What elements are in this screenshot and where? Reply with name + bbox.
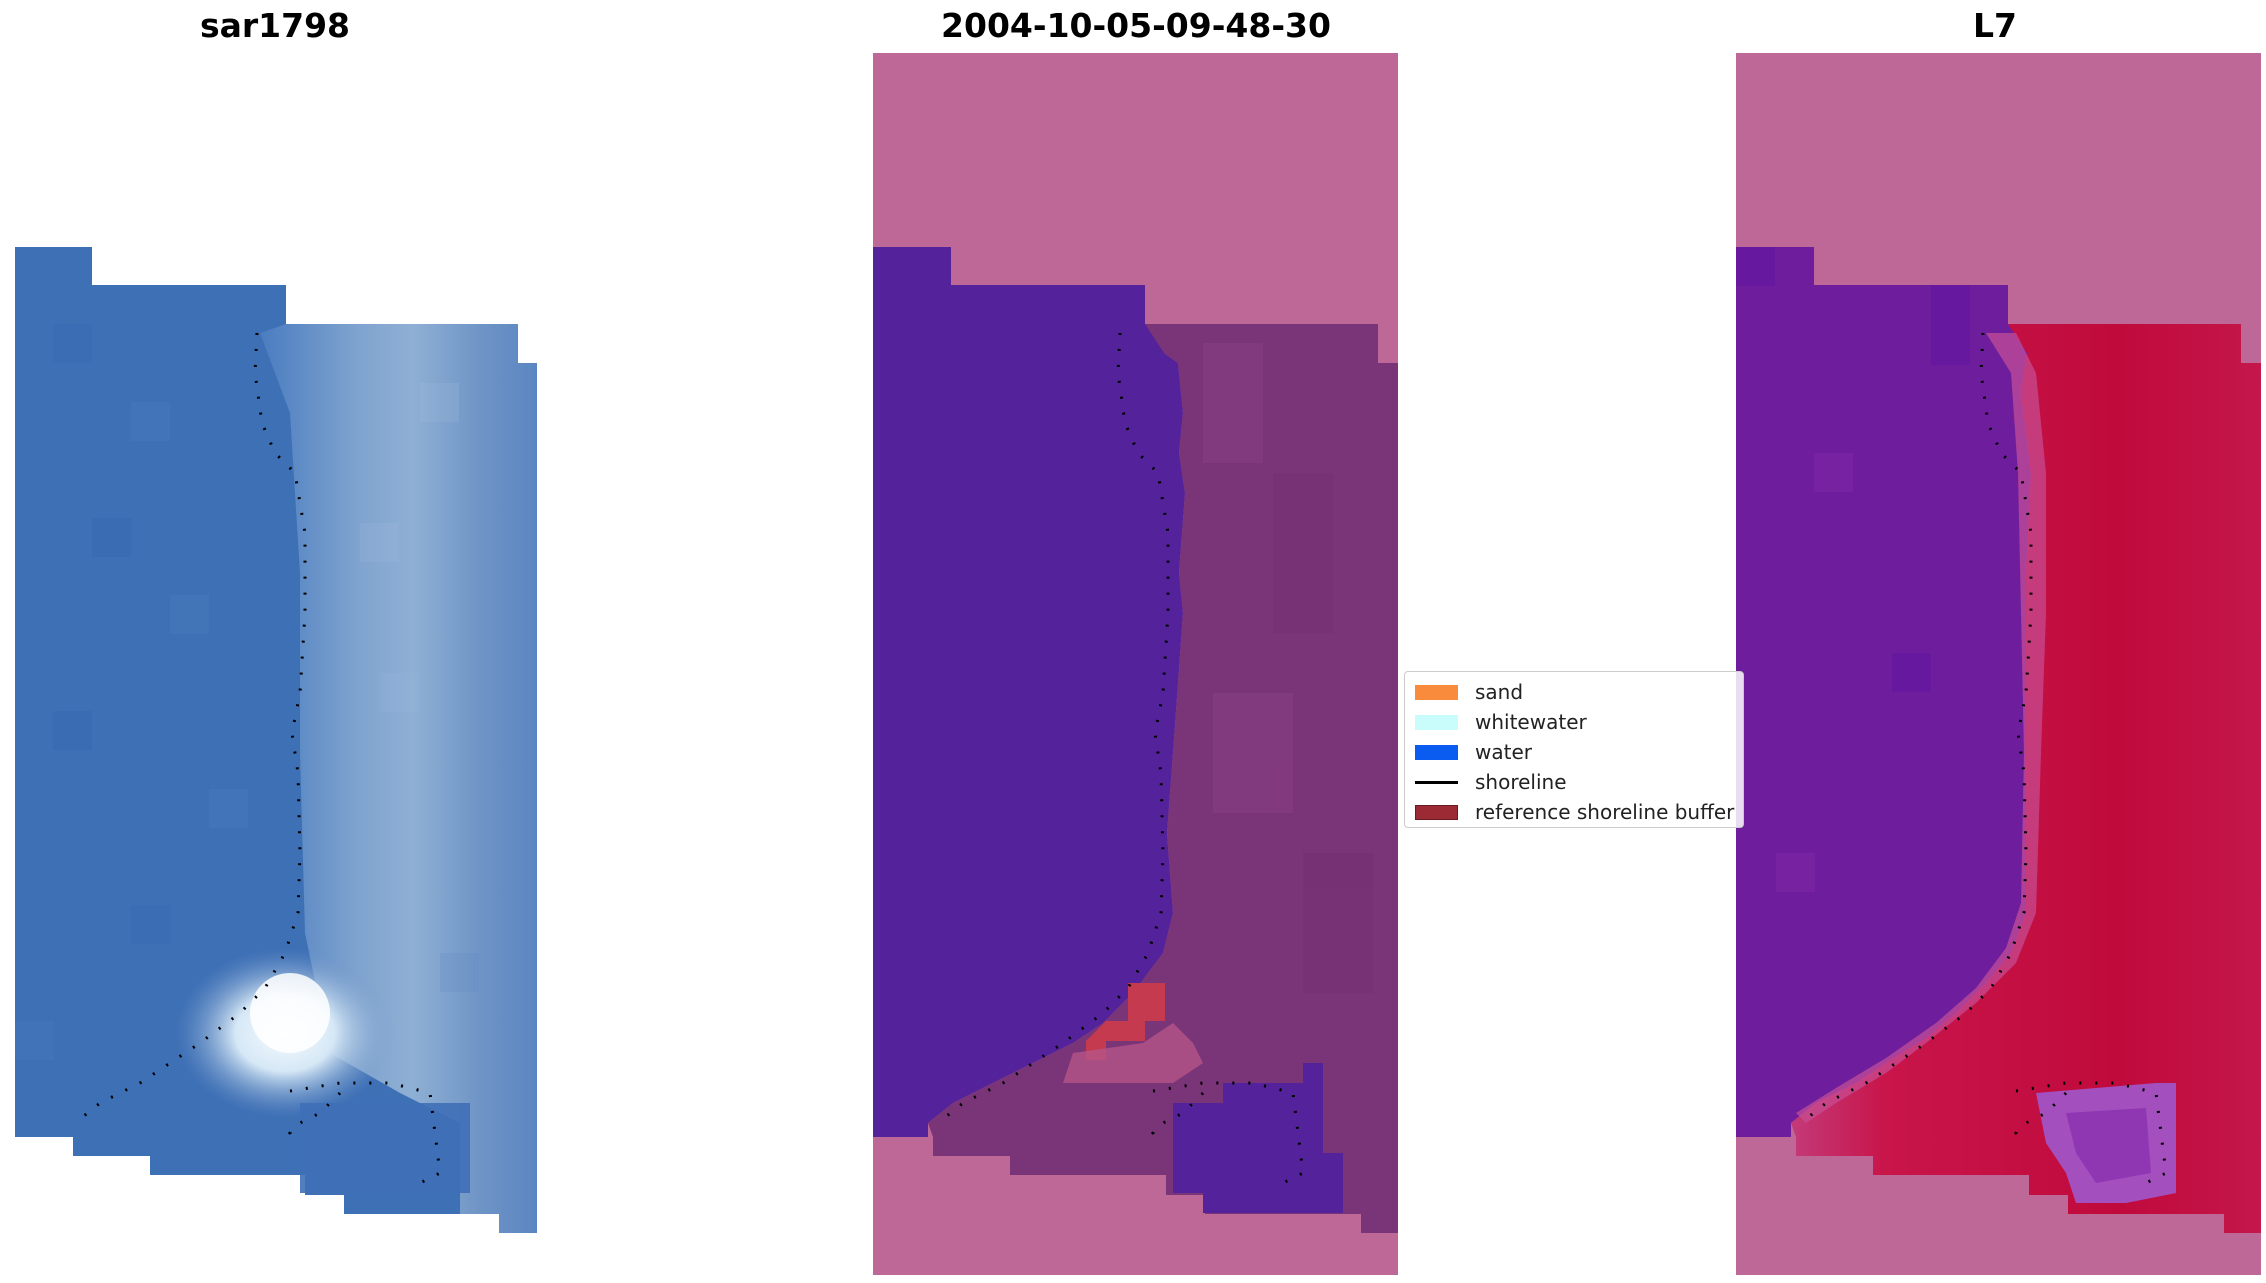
legend-swatch-reference-buffer — [1415, 805, 1458, 820]
legend-swatch-whitewater — [1415, 715, 1458, 730]
legend-label-sand: sand — [1475, 680, 1524, 704]
rgb-image-tiles — [15, 247, 537, 1233]
panel-title-mndwi: L7 — [1973, 6, 2017, 45]
classified-land-area — [928, 324, 1398, 1233]
legend-swatch-water — [1415, 745, 1458, 760]
classified-land-texture — [1203, 343, 1373, 993]
legend-item-sand: sand — [1405, 677, 1743, 707]
mndwi-image-panel — [1736, 53, 2261, 1275]
legend-line-shoreline — [1415, 781, 1458, 784]
legend-item-whitewater: whitewater — [1405, 707, 1743, 737]
mndwi-water-area — [1736, 247, 2031, 1137]
legend-item-water: water — [1405, 737, 1743, 767]
legend-swatch-sand — [1415, 685, 1458, 700]
rgb-pixel-texture — [15, 324, 479, 1060]
rgb-image-panel — [15, 247, 537, 1233]
legend-label-shoreline: shoreline — [1475, 770, 1567, 794]
legend-item-shoreline: shoreline — [1405, 767, 1743, 797]
panel-title-classified: 2004-10-05-09-48-30 — [941, 6, 1331, 45]
legend-label-whitewater: whitewater — [1475, 710, 1587, 734]
legend: sand whitewater water shoreline referenc… — [1404, 671, 1744, 828]
legend-label-reference-buffer: reference shoreline buffer — [1475, 800, 1735, 824]
mndwi-water-texture — [1736, 247, 1970, 892]
legend-item-reference-buffer: reference shoreline buffer — [1405, 797, 1743, 827]
classified-image-panel — [873, 53, 1398, 1275]
panel-title-rgb: sar1798 — [199, 6, 351, 45]
classified-water-area — [873, 247, 1185, 1137]
legend-label-water: water — [1475, 740, 1532, 764]
classified-whitewater-patch — [1086, 983, 1165, 1060]
